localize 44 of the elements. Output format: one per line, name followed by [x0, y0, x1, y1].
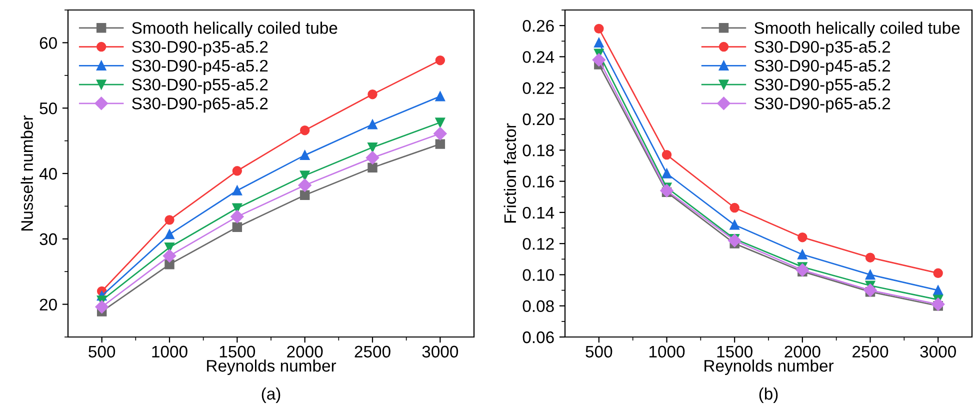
y-axis-title: Friction factor — [504, 123, 516, 223]
y-tick-label: 0.12 — [522, 238, 554, 250]
y-tick-label: 40 — [39, 168, 57, 180]
text: (a) — [262, 387, 280, 403]
y-tick-label: 0.20 — [522, 113, 554, 126]
x-tick-label: 500 — [88, 346, 116, 358]
y-tick-label: 0.18 — [522, 144, 554, 156]
y-tick-label: 0.24 — [522, 51, 554, 63]
y-tick-label: 0.26 — [522, 20, 554, 32]
legend-label: Smooth helically coiled tube — [132, 22, 338, 38]
x-tick-label: 2000 — [784, 346, 820, 358]
x-tick-label: 1500 — [717, 346, 752, 358]
x-tick-label: 2500 — [852, 346, 888, 358]
legend-label: S30-D90-p45-a5.2 — [132, 60, 268, 75]
y-tick-label: 0.06 — [522, 331, 554, 344]
legend-label: S30-D90-p65-a5.2 — [754, 98, 890, 113]
x-axis-title: Reynolds number — [207, 359, 336, 376]
legend-label: S30-D90-p35-a5.2 — [132, 40, 268, 56]
y-tick-label: 20 — [40, 298, 57, 311]
legend-label: S30-D90-p65-a5.2 — [132, 98, 268, 113]
y-tick-label: 50 — [40, 102, 57, 114]
legend-label: Smooth helically coiled tube — [754, 22, 960, 38]
legend-label: S30-D90-p55-a5.2 — [132, 78, 268, 94]
y-tick-label: 30 — [40, 233, 57, 246]
x-tick-label: 1000 — [649, 346, 685, 358]
y-axis-title: Nusselt number — [20, 115, 33, 230]
x-tick-label: 2500 — [354, 346, 390, 358]
y-tick-label: 0.14 — [522, 206, 554, 219]
x-tick-label: 1000 — [152, 346, 188, 358]
y-tick-label: 60 — [40, 37, 57, 49]
y-tick-label: 0.22 — [522, 82, 554, 94]
legend-label: S30-D90-p35-a5.2 — [754, 40, 890, 56]
x-tick-label: 3000 — [422, 346, 458, 358]
legend-label: S30-D90-p45-a5.2 — [754, 60, 890, 75]
x-axis-title: Reynolds number — [704, 359, 834, 376]
x-tick-label: 1500 — [220, 346, 256, 358]
x-tick-label: 500 — [586, 346, 612, 358]
y-tick-label: 0.08 — [522, 300, 554, 312]
x-tick-label: 3000 — [920, 346, 956, 358]
text: (b) — [759, 387, 778, 403]
x-tick-label: 2000 — [287, 346, 323, 358]
legend-label: S30-D90-p55-a5.2 — [754, 78, 890, 94]
y-tick-label: 0.16 — [522, 176, 554, 188]
y-tick-label: 0.10 — [522, 269, 554, 281]
